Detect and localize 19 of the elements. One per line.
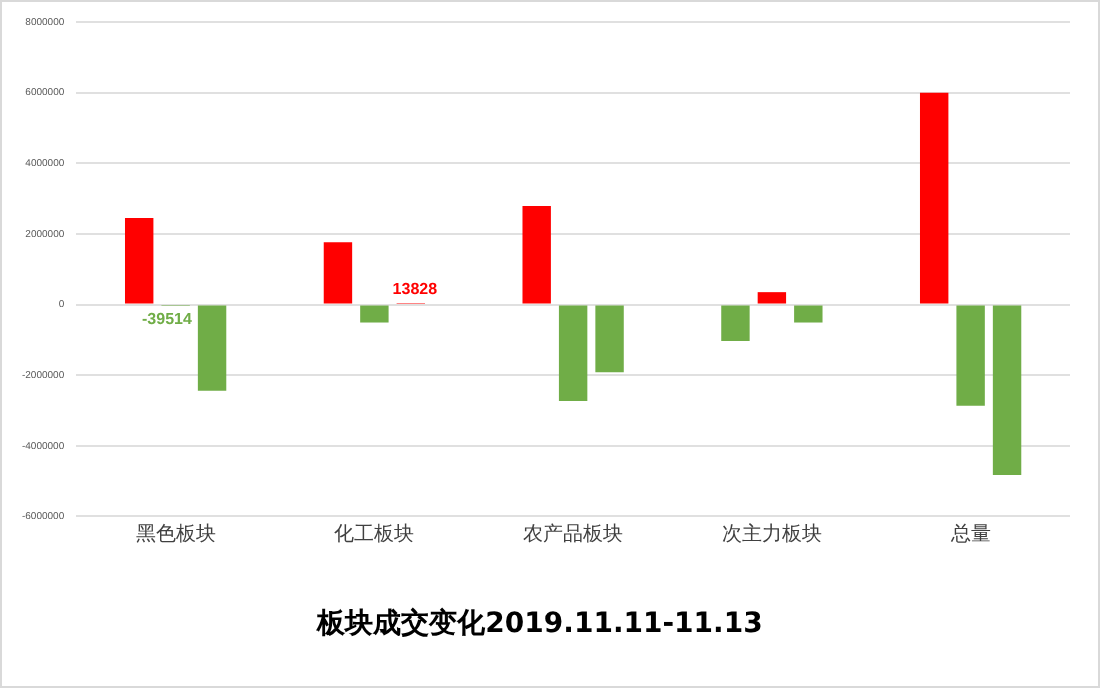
x-tick-label: 总量 xyxy=(948,521,991,546)
data-label: 13828 xyxy=(392,280,439,299)
bar xyxy=(558,305,588,401)
bar xyxy=(124,217,154,304)
bar xyxy=(595,305,624,373)
bar xyxy=(197,305,227,391)
bar xyxy=(794,305,823,323)
x-tick-label: 农产品板块 xyxy=(523,521,624,546)
x-tick-label: 化工板块 xyxy=(334,521,415,546)
bar xyxy=(360,305,389,323)
x-tick-label: 次主力板块 xyxy=(721,521,822,546)
bar xyxy=(323,242,353,304)
data-label: -39514 xyxy=(142,310,193,329)
bar xyxy=(992,305,1022,476)
bar xyxy=(522,205,551,304)
bar xyxy=(956,305,985,406)
text: 板块成交变化2019.11.11-11.13 xyxy=(315,606,763,641)
bar xyxy=(919,92,949,304)
x-tick-label: 黑色板块 xyxy=(135,521,216,546)
